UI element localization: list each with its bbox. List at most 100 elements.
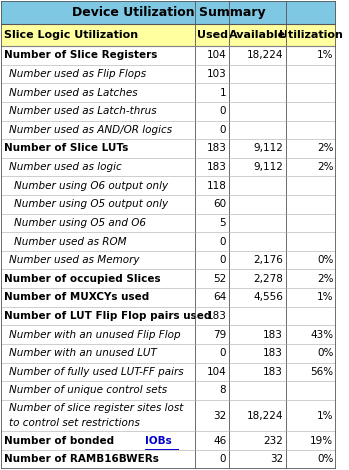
Text: 0: 0	[220, 125, 226, 135]
Text: 183: 183	[263, 329, 283, 340]
Text: Number used as ROM: Number used as ROM	[14, 236, 127, 247]
Bar	[1, 344, 336, 362]
Text: 1%: 1%	[317, 292, 333, 302]
Bar	[1, 176, 336, 195]
Text: 0: 0	[220, 236, 226, 247]
Text: Used: Used	[197, 30, 228, 40]
Text: Slice Logic Utilization: Slice Logic Utilization	[4, 30, 138, 40]
Text: 52: 52	[213, 274, 226, 284]
Text: 4,556: 4,556	[253, 292, 283, 302]
Text: Utilization: Utilization	[279, 30, 343, 40]
Text: Number of Slice Registers: Number of Slice Registers	[4, 50, 157, 60]
Text: Number used as Latches: Number used as Latches	[9, 87, 138, 98]
Bar	[1, 306, 336, 325]
Text: 18,224: 18,224	[247, 411, 283, 421]
Text: 64: 64	[213, 292, 226, 302]
Text: Number of occupied Slices: Number of occupied Slices	[4, 274, 161, 284]
Bar	[229, 24, 286, 46]
Bar	[195, 24, 229, 46]
Text: 2%: 2%	[317, 274, 333, 284]
Bar	[1, 325, 336, 344]
Text: 0: 0	[220, 454, 226, 464]
Text: Number used as Latch-thrus: Number used as Latch-thrus	[9, 106, 157, 116]
Text: Number with an unused Flip Flop: Number with an unused Flip Flop	[9, 329, 181, 340]
Text: 0: 0	[220, 106, 226, 116]
Bar	[1, 381, 336, 400]
Text: 46: 46	[213, 436, 226, 446]
Text: 32: 32	[213, 411, 226, 421]
Bar	[1, 65, 336, 83]
Bar	[1, 400, 336, 431]
Text: 18,224: 18,224	[247, 50, 283, 60]
Text: Available: Available	[229, 30, 286, 40]
Text: 8: 8	[220, 385, 226, 395]
Text: 104: 104	[207, 50, 226, 60]
Text: 2%: 2%	[317, 143, 333, 153]
Text: Number of bonded: Number of bonded	[4, 436, 118, 446]
Text: IOBs: IOBs	[145, 436, 171, 446]
Bar	[1, 269, 336, 288]
Text: 183: 183	[263, 367, 283, 377]
Bar	[1, 158, 336, 176]
Bar	[1, 46, 336, 65]
Text: to control set restrictions: to control set restrictions	[9, 418, 140, 429]
Text: Number of Slice LUTs: Number of Slice LUTs	[4, 143, 128, 153]
Text: Number of LUT Flip Flop pairs used: Number of LUT Flip Flop pairs used	[4, 311, 211, 321]
Bar	[1, 232, 336, 251]
Text: 183: 183	[206, 311, 226, 321]
Text: 103: 103	[207, 69, 226, 79]
Bar	[1, 251, 336, 269]
Text: Number of slice register sites lost: Number of slice register sites lost	[9, 403, 184, 413]
Text: 2,176: 2,176	[253, 255, 283, 265]
Bar	[1, 83, 336, 102]
Text: 5: 5	[220, 218, 226, 228]
Text: 118: 118	[206, 180, 226, 191]
Text: 1: 1	[220, 87, 226, 98]
Text: 0%: 0%	[317, 454, 333, 464]
Text: Device Utilization Summary: Device Utilization Summary	[72, 6, 266, 19]
Text: 9,112: 9,112	[253, 162, 283, 172]
Text: 43%: 43%	[310, 329, 333, 340]
Text: 232: 232	[263, 436, 283, 446]
Text: Number used as Memory: Number used as Memory	[9, 255, 140, 265]
Text: 60: 60	[213, 199, 226, 209]
Bar	[1, 362, 336, 381]
Text: 183: 183	[206, 143, 226, 153]
Bar	[1, 195, 336, 213]
Bar	[1, 139, 336, 158]
Text: Number using O5 output only: Number using O5 output only	[14, 199, 168, 209]
Text: Number of fully used LUT-FF pairs: Number of fully used LUT-FF pairs	[9, 367, 184, 377]
Text: 183: 183	[263, 348, 283, 358]
Bar	[1, 213, 336, 232]
Text: 0: 0	[220, 255, 226, 265]
Text: 0: 0	[220, 348, 226, 358]
Text: 32: 32	[270, 454, 283, 464]
Text: 0%: 0%	[317, 348, 333, 358]
Text: 1%: 1%	[317, 50, 333, 60]
Text: 79: 79	[213, 329, 226, 340]
Text: Number of MUXCYs used: Number of MUXCYs used	[4, 292, 149, 302]
Bar	[1, 24, 195, 46]
Bar	[1, 1, 336, 24]
Text: Number using O6 output only: Number using O6 output only	[14, 180, 168, 191]
Text: 104: 104	[207, 367, 226, 377]
Text: 0%: 0%	[317, 255, 333, 265]
Text: Number with an unused LUT: Number with an unused LUT	[9, 348, 157, 358]
Text: 9,112: 9,112	[253, 143, 283, 153]
Text: Number using O5 and O6: Number using O5 and O6	[14, 218, 146, 228]
Text: 1%: 1%	[317, 411, 333, 421]
Text: 183: 183	[206, 162, 226, 172]
Text: Number used as AND/OR logics: Number used as AND/OR logics	[9, 125, 172, 135]
Bar	[1, 120, 336, 139]
Bar	[286, 24, 336, 46]
Text: 2,278: 2,278	[253, 274, 283, 284]
Text: Number of RAMB16BWERs: Number of RAMB16BWERs	[4, 454, 159, 464]
Text: Number used as logic: Number used as logic	[9, 162, 122, 172]
Text: 19%: 19%	[310, 436, 333, 446]
Bar	[1, 450, 336, 469]
Text: 2%: 2%	[317, 162, 333, 172]
Bar	[1, 431, 336, 450]
Bar	[1, 102, 336, 120]
Bar	[1, 288, 336, 306]
Text: 56%: 56%	[310, 367, 333, 377]
